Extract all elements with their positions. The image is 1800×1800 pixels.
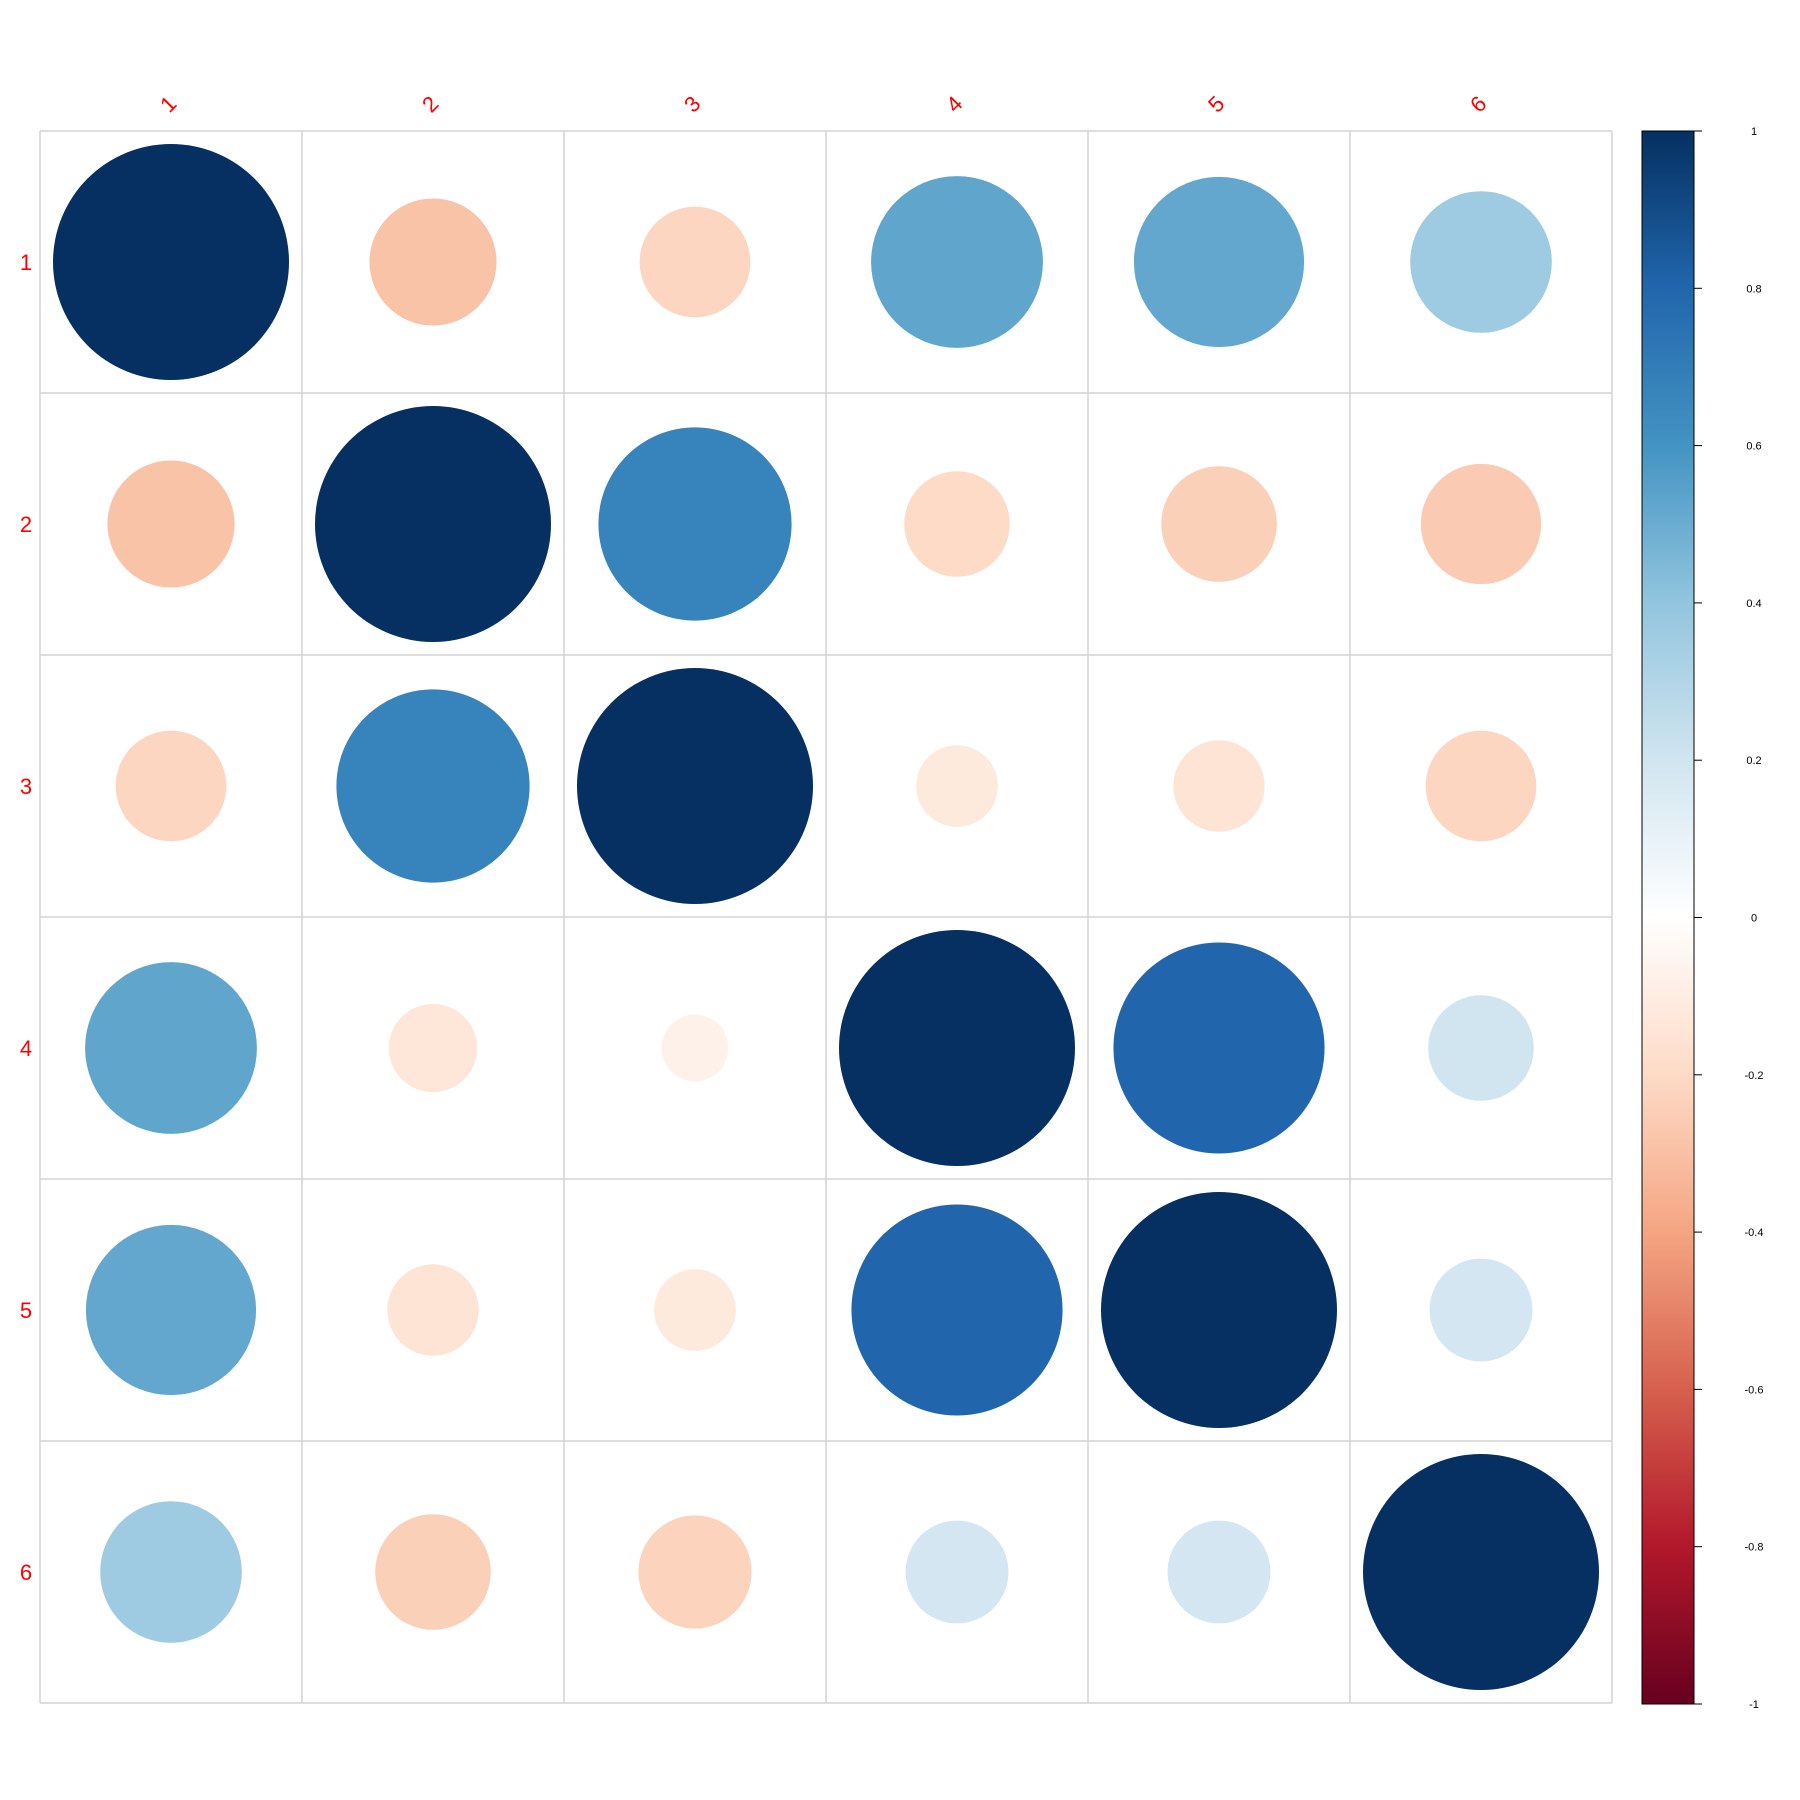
corr-circle-r5-c1 <box>85 1224 257 1396</box>
row-label: 5 <box>20 1298 32 1323</box>
corr-circle-r3-c4 <box>916 745 998 827</box>
corr-circle-r6-c1 <box>100 1501 242 1643</box>
corr-circle-r2-c3 <box>598 427 792 621</box>
corr-circle-r1-c5 <box>1133 176 1305 348</box>
corr-circle-r4-c4 <box>839 930 1075 1166</box>
corr-circle-r4-c2 <box>388 1003 478 1093</box>
corr-circle-r6-c2 <box>375 1514 491 1630</box>
colorbar-tick-label: 0.8 <box>1746 283 1761 295</box>
colorbar-tick-label: 0.2 <box>1746 755 1761 767</box>
colorbar-gradient <box>1642 131 1694 1704</box>
corr-circle-r5-c3 <box>654 1269 736 1351</box>
corr-circle-r1-c1 <box>53 144 289 380</box>
corr-circle-r4-c6 <box>1428 995 1534 1101</box>
column-label: 1 <box>155 91 181 117</box>
colorbar-tick-label: -0.6 <box>1745 1384 1764 1396</box>
corr-circle-r5-c5 <box>1101 1192 1337 1428</box>
row-label: 4 <box>20 1036 32 1061</box>
corr-circle-r2-c4 <box>904 471 1010 577</box>
corr-circle-r5-c6 <box>1429 1258 1533 1362</box>
correlation-circles <box>53 144 1599 1690</box>
row-label: 2 <box>20 512 32 537</box>
corr-circle-r6-c3 <box>638 1515 752 1629</box>
colorbar-tick-label: 1 <box>1751 126 1757 138</box>
colorbar-tick-label: -0.2 <box>1745 1070 1764 1082</box>
row-label: 3 <box>20 774 32 799</box>
corr-circle-r1-c2 <box>369 198 497 326</box>
colorbar-tick-label: -0.4 <box>1745 1227 1764 1239</box>
corr-circle-r3-c1 <box>115 730 227 842</box>
corr-circle-r5-c4 <box>851 1204 1063 1416</box>
row-labels: 1 2 3 4 5 6 <box>20 250 32 1585</box>
row-label: 1 <box>20 250 32 275</box>
corr-circle-r2-c6 <box>1420 463 1542 585</box>
corr-circle-r4-c3 <box>661 1014 729 1082</box>
color-legend: 1 0.8 0.6 0.4 0.2 0 -0.2 -0.4 -0.6 -0.8 -1 <box>1641 126 1764 1711</box>
corr-circle-r1-c4 <box>871 176 1043 348</box>
corr-circle-r1-c3 <box>639 206 751 318</box>
corr-circle-r3-c3 <box>577 668 813 904</box>
column-label: 6 <box>1465 91 1491 117</box>
colorbar-tick-label: -1 <box>1749 1699 1759 1711</box>
column-label: 2 <box>417 91 443 117</box>
corr-circle-r6-c5 <box>1167 1520 1271 1624</box>
corr-circle-r3-c6 <box>1425 730 1537 842</box>
colorbar-tick-label: 0 <box>1751 913 1757 925</box>
corr-circle-r4-c1 <box>85 962 257 1134</box>
column-label: 5 <box>1203 91 1229 117</box>
colorbar-tick-label: -0.8 <box>1745 1542 1764 1554</box>
colorbar-tick-label: 0.4 <box>1746 598 1761 610</box>
row-label: 6 <box>20 1560 32 1585</box>
corr-circle-r6-c4 <box>905 1520 1009 1624</box>
corr-circle-r3-c5 <box>1173 740 1265 832</box>
corr-circle-r2-c1 <box>107 460 235 588</box>
corr-circle-r6-c6 <box>1363 1454 1599 1690</box>
corr-circle-r2-c2 <box>315 406 551 642</box>
column-label: 3 <box>679 91 705 117</box>
column-labels: 1 2 3 4 5 6 <box>155 91 1491 117</box>
corr-circle-r4-c5 <box>1113 942 1325 1154</box>
corr-circle-r2-c5 <box>1161 466 1277 582</box>
colorbar-tick-label: 0.6 <box>1746 441 1761 453</box>
corr-circle-r5-c2 <box>387 1264 479 1356</box>
corr-circle-r3-c2 <box>336 689 530 883</box>
corr-circle-r1-c6 <box>1410 191 1552 333</box>
grid-lines <box>39 130 1613 1704</box>
column-label: 4 <box>941 91 967 117</box>
